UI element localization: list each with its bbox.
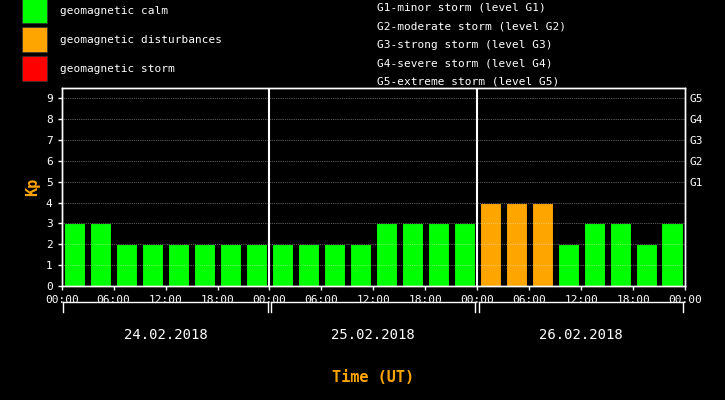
Text: G3-strong storm (level G3): G3-strong storm (level G3)	[377, 40, 552, 50]
Text: 26.02.2018: 26.02.2018	[539, 328, 623, 342]
Bar	[298, 244, 319, 286]
Bar	[531, 203, 553, 286]
Bar	[349, 244, 371, 286]
Bar	[220, 244, 241, 286]
Text: geomagnetic disturbances: geomagnetic disturbances	[60, 35, 222, 45]
Bar	[584, 224, 605, 286]
Bar	[661, 224, 683, 286]
Text: G5-extreme storm (level G5): G5-extreme storm (level G5)	[377, 76, 559, 86]
Y-axis label: Kp: Kp	[25, 178, 41, 196]
Bar	[558, 244, 579, 286]
Bar	[428, 224, 449, 286]
Bar	[610, 224, 631, 286]
Text: geomagnetic storm: geomagnetic storm	[60, 64, 175, 74]
Bar	[90, 224, 111, 286]
Bar	[324, 244, 345, 286]
Bar	[402, 224, 423, 286]
Bar	[168, 244, 189, 286]
Text: G1-minor storm (level G1): G1-minor storm (level G1)	[377, 3, 546, 13]
Bar	[64, 224, 86, 286]
Bar	[454, 224, 475, 286]
Text: G4-severe storm (level G4): G4-severe storm (level G4)	[377, 58, 552, 68]
Bar	[142, 244, 163, 286]
Bar	[272, 244, 293, 286]
Bar	[505, 203, 527, 286]
Text: Time (UT): Time (UT)	[332, 370, 415, 386]
Bar	[636, 244, 657, 286]
Bar	[246, 244, 267, 286]
Bar	[376, 224, 397, 286]
FancyBboxPatch shape	[22, 56, 47, 81]
Bar	[194, 244, 215, 286]
Text: G2-moderate storm (level G2): G2-moderate storm (level G2)	[377, 21, 566, 31]
Text: geomagnetic calm: geomagnetic calm	[60, 6, 168, 16]
Bar	[480, 203, 501, 286]
Text: 25.02.2018: 25.02.2018	[331, 328, 415, 342]
Bar	[116, 244, 137, 286]
FancyBboxPatch shape	[22, 27, 47, 52]
FancyBboxPatch shape	[22, 0, 47, 23]
Text: 24.02.2018: 24.02.2018	[124, 328, 207, 342]
